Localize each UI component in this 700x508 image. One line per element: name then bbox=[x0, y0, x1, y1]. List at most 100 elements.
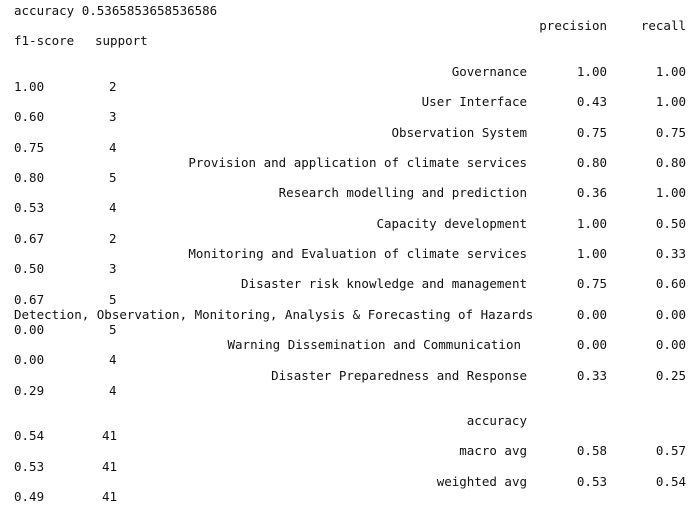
class-row: Monitoring and Evaluation of climate ser… bbox=[14, 246, 686, 261]
f1-score-value: 0.50 bbox=[14, 261, 45, 277]
header-row-wrap: f1-score support bbox=[14, 33, 686, 48]
summary-label: weighted avg bbox=[436, 473, 527, 489]
recall-value: 1.00 bbox=[655, 94, 686, 110]
f1-score-value: 0.80 bbox=[14, 170, 45, 186]
recall-value: 0.57 bbox=[655, 443, 686, 459]
class-label: Disaster risk knowledge and management bbox=[241, 276, 527, 292]
support-value: 3 bbox=[109, 261, 117, 277]
class-label: Monitoring and Evaluation of climate ser… bbox=[188, 246, 527, 261]
f1-score-value: 0.67 bbox=[14, 230, 45, 246]
support-value: 5 bbox=[109, 170, 117, 186]
class-row-wrap: 0.53 4 bbox=[14, 200, 686, 215]
class-label: Disaster Preparedness and Response bbox=[271, 367, 527, 383]
class-row-wrap: 0.00 5 bbox=[14, 322, 686, 337]
precision-value: 1.00 bbox=[576, 63, 607, 79]
recall-value: 1.00 bbox=[655, 63, 686, 79]
f1-score-value: 0.00 bbox=[14, 352, 45, 368]
accuracy-line: accuracy 0.5365853658536586 bbox=[14, 3, 218, 18]
precision-value: 0.43 bbox=[576, 94, 607, 110]
class-row-wrap: 0.29 4 bbox=[14, 383, 686, 398]
precision-value: 0.00 bbox=[576, 337, 607, 353]
support-value: 41 bbox=[102, 458, 118, 474]
precision-value: 0.58 bbox=[576, 443, 607, 459]
f1-score-value: 0.29 bbox=[14, 382, 45, 398]
recall-value: 0.54 bbox=[655, 473, 686, 489]
support-value: 3 bbox=[109, 109, 117, 125]
f1-score-value: 1.00 bbox=[14, 78, 45, 94]
class-row: User Interface 0.43 1.00 bbox=[14, 94, 686, 109]
precision-value: 0.80 bbox=[576, 154, 607, 170]
class-row: Provision and application of climate ser… bbox=[14, 155, 686, 170]
class-row-wrap: 0.75 4 bbox=[14, 140, 686, 155]
blank-line bbox=[14, 49, 686, 64]
support-value: 41 bbox=[102, 489, 118, 504]
class-row: Observation System 0.75 0.75 bbox=[14, 125, 686, 140]
support-value: 2 bbox=[109, 78, 117, 94]
support-value: 4 bbox=[109, 139, 117, 155]
recall-value: 0.75 bbox=[655, 124, 686, 140]
f1-score-header: f1-score bbox=[14, 33, 75, 49]
recall-value: 0.80 bbox=[655, 154, 686, 170]
recall-value: 0.50 bbox=[655, 215, 686, 231]
class-row-wrap: 0.00 4 bbox=[14, 352, 686, 367]
class-row: Governance 1.00 1.00 bbox=[14, 64, 686, 79]
summary-row: accuracy bbox=[14, 413, 686, 428]
support-value: 41 bbox=[102, 428, 118, 444]
support-value: 2 bbox=[109, 230, 117, 246]
precision-value: 0.33 bbox=[576, 367, 607, 383]
recall-value: 0.00 bbox=[655, 306, 686, 322]
console-output: accuracy 0.5365853658536586 precision re… bbox=[14, 3, 686, 504]
f1-score-value: 0.54 bbox=[14, 428, 45, 444]
class-label: Governance bbox=[451, 63, 527, 79]
support-value: 4 bbox=[109, 382, 117, 398]
class-label: User Interface bbox=[421, 94, 527, 110]
summary-label: accuracy bbox=[466, 413, 527, 429]
recall-value: 0.33 bbox=[655, 246, 686, 261]
support-header: support bbox=[95, 33, 148, 49]
class-row: Disaster risk knowledge and management 0.… bbox=[14, 276, 686, 291]
class-row-wrap: 0.67 5 bbox=[14, 292, 686, 307]
recall-value: 0.25 bbox=[655, 367, 686, 383]
support-value: 5 bbox=[109, 291, 117, 307]
precision-value: 0.75 bbox=[576, 276, 607, 292]
class-row: Detection, Observation, Monitoring, Anal… bbox=[14, 307, 686, 322]
class-row-wrap: 0.80 5 bbox=[14, 170, 686, 185]
class-label: Warning Dissemination and Communication bbox=[227, 337, 522, 353]
class-row: Research modelling and prediction 0.36 1.0… bbox=[14, 185, 686, 200]
header-row: precision recall bbox=[14, 18, 686, 33]
recall-value: 0.00 bbox=[655, 337, 686, 353]
f1-score-value: 0.53 bbox=[14, 200, 45, 216]
f1-score-value: 0.00 bbox=[14, 321, 45, 337]
support-value: 5 bbox=[109, 321, 117, 337]
f1-score-value: 0.53 bbox=[14, 458, 45, 474]
blank-line bbox=[14, 398, 686, 413]
f1-score-value: 0.60 bbox=[14, 109, 45, 125]
class-label: Research modelling and prediction bbox=[278, 185, 527, 201]
precision-value: 0.36 bbox=[576, 185, 607, 201]
class-label: Provision and application of climate ser… bbox=[188, 154, 527, 170]
class-label: Observation System bbox=[391, 124, 527, 140]
precision-value: 0.53 bbox=[576, 473, 607, 489]
recall-header: recall bbox=[640, 18, 686, 34]
f1-score-value: 0.67 bbox=[14, 291, 45, 307]
summary-label: macro avg bbox=[459, 443, 527, 459]
precision-value: 0.75 bbox=[576, 124, 607, 140]
summary-row-wrap: 0.54 41 bbox=[14, 428, 686, 443]
support-value: 4 bbox=[109, 352, 117, 368]
class-row: Disaster Preparedness and Response 0.33 0.… bbox=[14, 368, 686, 383]
precision-value: 0.00 bbox=[576, 306, 607, 322]
f1-score-value: 0.75 bbox=[14, 139, 45, 155]
class-row: Capacity development 1.00 0.50 bbox=[14, 216, 686, 231]
precision-value: 1.00 bbox=[576, 246, 607, 261]
summary-row: macro avg 0.58 0.57 bbox=[14, 443, 686, 458]
precision-header: precision bbox=[539, 18, 607, 34]
summary-row-wrap: 0.49 41 bbox=[14, 489, 686, 504]
class-row-wrap: 0.50 3 bbox=[14, 261, 686, 276]
support-value: 4 bbox=[109, 200, 117, 216]
precision-value: 1.00 bbox=[576, 215, 607, 231]
class-label: Detection, Observation, Monitoring, Anal… bbox=[14, 306, 534, 322]
class-row-wrap: 0.67 2 bbox=[14, 231, 686, 246]
class-label: Capacity development bbox=[376, 215, 527, 231]
class-row-wrap: 0.60 3 bbox=[14, 109, 686, 124]
recall-value: 0.60 bbox=[655, 276, 686, 292]
